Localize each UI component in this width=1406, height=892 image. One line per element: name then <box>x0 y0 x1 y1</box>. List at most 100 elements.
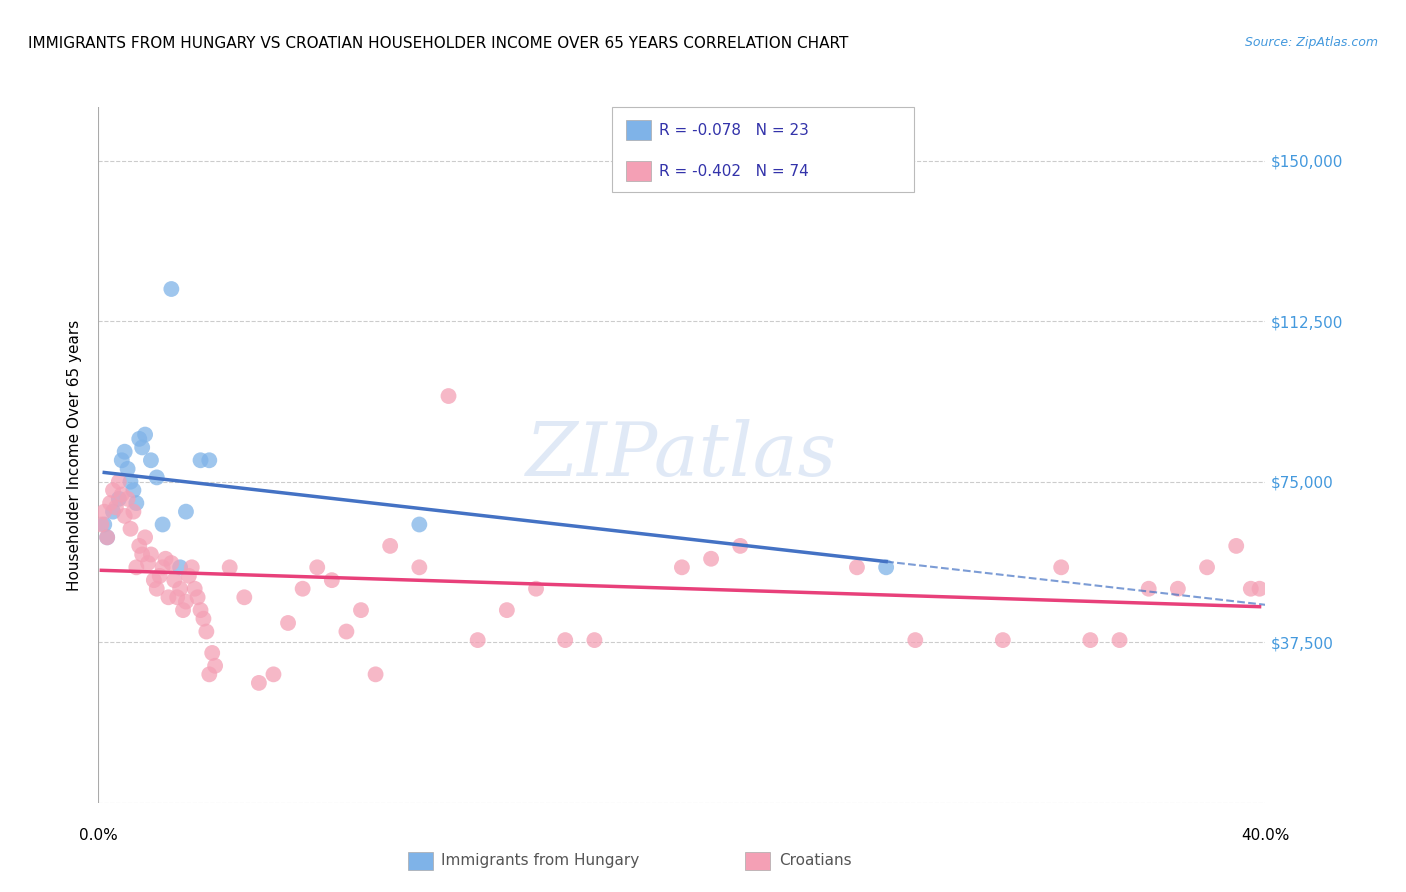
Point <box>163 573 186 587</box>
Point <box>991 633 1014 648</box>
Point <box>291 582 314 596</box>
Point <box>120 522 142 536</box>
Point <box>671 560 693 574</box>
Point <box>104 500 127 515</box>
Point <box>169 560 191 574</box>
Point <box>1050 560 1073 574</box>
Point <box>134 530 156 544</box>
Point <box>152 560 174 574</box>
Point <box>1225 539 1247 553</box>
Point <box>157 591 180 605</box>
Point <box>524 582 547 596</box>
Point <box>408 517 430 532</box>
Point <box>174 594 197 608</box>
Point <box>131 441 153 455</box>
Y-axis label: Householder Income Over 65 years: Householder Income Over 65 years <box>67 319 83 591</box>
Point <box>174 505 197 519</box>
Point <box>134 427 156 442</box>
Point <box>183 582 205 596</box>
Point <box>201 646 224 660</box>
Point <box>467 633 489 648</box>
Point <box>846 560 869 574</box>
Point <box>350 603 373 617</box>
Point <box>198 453 221 467</box>
Point <box>335 624 357 639</box>
Point <box>117 462 139 476</box>
Point <box>195 624 218 639</box>
Point <box>128 539 150 553</box>
Point <box>583 633 606 648</box>
Text: Croatians: Croatians <box>779 854 852 868</box>
Text: ZIPatlas: ZIPatlas <box>526 418 838 491</box>
Point <box>380 539 402 553</box>
Point <box>139 548 162 562</box>
Point <box>155 551 177 566</box>
Point <box>90 517 112 532</box>
Point <box>169 582 191 596</box>
Point <box>321 573 343 587</box>
Point <box>108 475 131 489</box>
Point <box>160 282 183 296</box>
Point <box>93 517 115 532</box>
Point <box>1195 560 1218 574</box>
Point <box>131 548 153 562</box>
Point <box>128 432 150 446</box>
Point <box>96 530 118 544</box>
Point <box>111 487 134 501</box>
Point <box>111 453 134 467</box>
Point <box>1080 633 1102 648</box>
Point <box>172 603 194 617</box>
Text: R = -0.402   N = 74: R = -0.402 N = 74 <box>659 164 810 178</box>
Point <box>152 517 174 532</box>
Point <box>108 491 131 506</box>
Text: Immigrants from Hungary: Immigrants from Hungary <box>441 854 640 868</box>
Point <box>193 612 215 626</box>
Point <box>122 483 145 498</box>
Point <box>198 667 221 681</box>
Point <box>177 569 200 583</box>
Point <box>437 389 460 403</box>
Point <box>1108 633 1130 648</box>
Point <box>166 591 188 605</box>
Point <box>96 530 118 544</box>
Point <box>180 560 202 574</box>
Point <box>120 475 142 489</box>
Point <box>408 560 430 574</box>
Point <box>114 444 136 458</box>
Point <box>554 633 576 648</box>
Point <box>496 603 519 617</box>
Point <box>204 658 226 673</box>
Text: R = -0.078   N = 23: R = -0.078 N = 23 <box>659 123 810 137</box>
Point <box>218 560 240 574</box>
Text: 40.0%: 40.0% <box>1241 828 1289 843</box>
Point <box>146 470 169 484</box>
Point <box>142 573 165 587</box>
Point <box>364 667 387 681</box>
Point <box>101 483 124 498</box>
Point <box>904 633 927 648</box>
Point <box>247 676 270 690</box>
Text: IMMIGRANTS FROM HUNGARY VS CROATIAN HOUSEHOLDER INCOME OVER 65 YEARS CORRELATION: IMMIGRANTS FROM HUNGARY VS CROATIAN HOUS… <box>28 36 848 51</box>
Point <box>190 453 212 467</box>
Point <box>146 582 169 596</box>
Point <box>233 591 256 605</box>
Point <box>114 508 136 523</box>
Point <box>101 505 124 519</box>
Point <box>139 453 162 467</box>
Point <box>1240 582 1263 596</box>
Text: Source: ZipAtlas.com: Source: ZipAtlas.com <box>1244 36 1378 49</box>
Point <box>700 551 723 566</box>
Point <box>122 505 145 519</box>
Point <box>98 496 121 510</box>
Point <box>730 539 752 553</box>
Point <box>136 556 159 570</box>
Point <box>262 667 284 681</box>
Text: 0.0%: 0.0% <box>79 828 118 843</box>
Point <box>160 556 183 570</box>
Point <box>117 491 139 506</box>
Point <box>149 569 172 583</box>
Point <box>277 615 299 630</box>
Point <box>1137 582 1160 596</box>
Point <box>1167 582 1189 596</box>
Point <box>307 560 329 574</box>
